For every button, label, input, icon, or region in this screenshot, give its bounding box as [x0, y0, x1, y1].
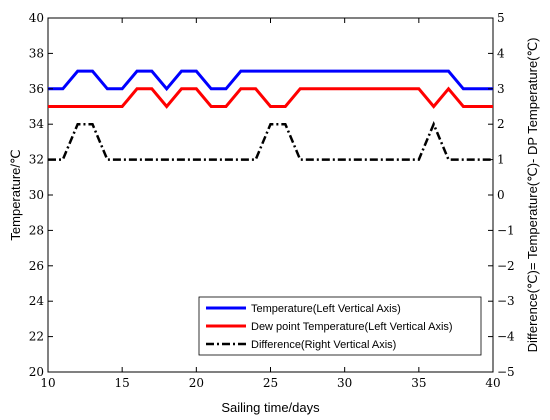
right-y-tick-label: 3: [497, 82, 505, 96]
right-y-tick-label: 0: [497, 188, 505, 202]
x-tick-label: 10: [40, 376, 55, 390]
x-tick-label: 30: [337, 376, 352, 390]
right-y-tick-label: −5: [497, 365, 515, 379]
right-y-tick-label: −3: [497, 294, 515, 308]
right-y-tick-label: −1: [497, 223, 515, 237]
x-tick-label: 25: [263, 376, 278, 390]
legend-label-difference: Difference(Right Vertical Axis): [251, 339, 396, 351]
right-y-tick-label: 4: [497, 46, 505, 60]
left-y-tick-label: 22: [29, 330, 44, 344]
legend-label-dew-point: Dew point Temperature(Left Vertical Axis…: [251, 321, 453, 333]
x-tick-label: 20: [189, 376, 204, 390]
series-layer: [48, 69, 493, 161]
right-y-tick-label: 1: [497, 153, 505, 167]
left-y-tick-label: 34: [29, 117, 45, 131]
left-y-axis-label: Temperature/℃: [8, 149, 23, 240]
ticks-layer: 10 15 20 25 30 35 402022242628303234363840−5−4…: [29, 11, 515, 390]
legend-label-temperature: Temperature(Left Vertical Axis): [251, 303, 401, 315]
right-y-tick-label: 5: [497, 11, 505, 25]
right-y-axis-label: Difference(℃)= Temperature(℃)- DP Temper…: [525, 38, 540, 353]
right-y-tick-label: −4: [497, 330, 515, 344]
left-y-tick-label: 24: [29, 294, 45, 308]
x-tick-label: 40: [485, 376, 500, 390]
left-y-tick-label: 26: [29, 259, 44, 273]
left-y-tick-label: 28: [29, 223, 44, 237]
left-y-tick-label: 40: [29, 11, 44, 25]
series-line-difference: [48, 120, 493, 161]
left-y-tick-label: 30: [29, 188, 44, 202]
series-line-temperature: [48, 69, 493, 92]
left-y-tick-label: 38: [29, 46, 44, 60]
right-y-tick-label: 2: [497, 117, 505, 131]
left-y-tick-label: 20: [29, 365, 44, 379]
legend: Temperature(Left Vertical Axis) Dew poin…: [198, 296, 482, 356]
x-tick-label: 15: [115, 376, 130, 390]
x-axis-label: Sailing time/days: [221, 400, 320, 415]
left-y-tick-label: 36: [29, 82, 44, 96]
x-tick-label: 35: [411, 376, 426, 390]
right-y-tick-label: −2: [497, 259, 515, 273]
series-line-dew-point-temperature: [48, 86, 493, 109]
left-y-tick-label: 32: [29, 153, 44, 167]
